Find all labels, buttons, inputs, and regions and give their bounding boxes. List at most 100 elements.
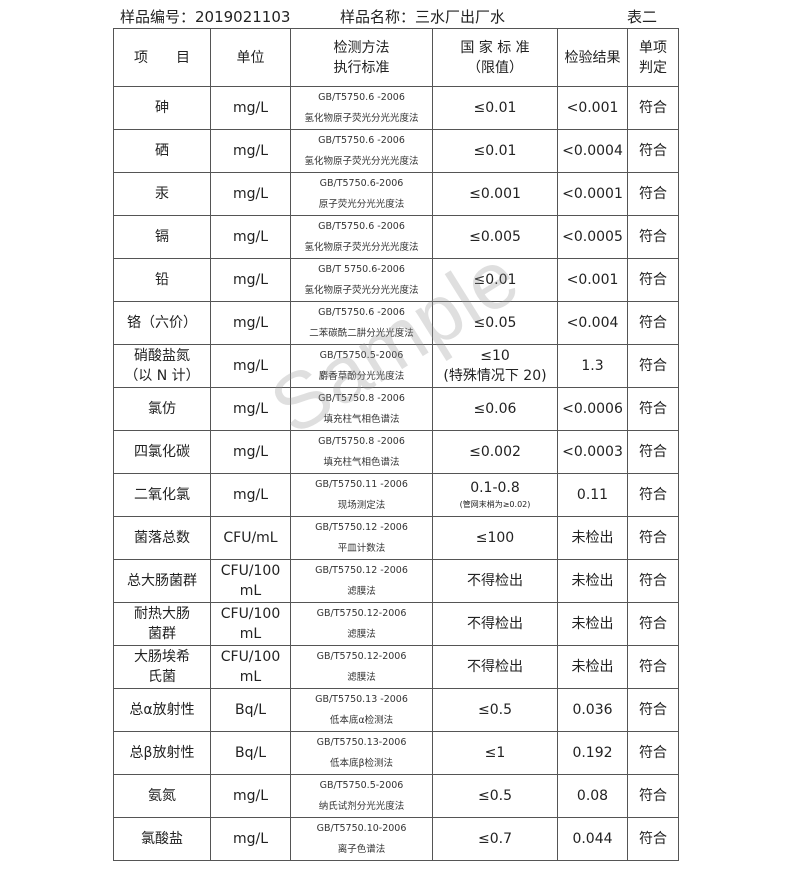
- std-text: GB/T5750.5-2006: [319, 780, 404, 791]
- col-result: 检验结果: [557, 28, 628, 87]
- judge-text: 符合: [639, 487, 667, 503]
- method-cell: GB/T5750.8 -2006 填充柱气相色谱法: [290, 387, 433, 431]
- item-cell: 硝酸盐氮 （以 N 计）: [113, 344, 211, 388]
- unit-cell: CFU/100 mL: [210, 602, 291, 646]
- result-cell: <0.0001: [557, 172, 628, 216]
- item-text: 镉: [155, 229, 169, 245]
- judge-text: 符合: [639, 358, 667, 374]
- item-cell: 四氯化碳: [113, 430, 211, 474]
- result-cell: 未检出: [557, 516, 628, 560]
- limit-text: ≤0.5: [478, 702, 512, 718]
- unit-text: CFU/100 mL: [220, 606, 281, 642]
- unit-text: mg/L: [232, 444, 269, 460]
- std-text: GB/T5750.11 -2006: [315, 479, 408, 490]
- item-text: 二氧化氯: [134, 487, 190, 503]
- limit-cell: ≤0.5: [432, 774, 558, 818]
- std-text: GB/T5750.12 -2006: [315, 522, 408, 533]
- judge-text: 符合: [639, 616, 667, 632]
- unit-text: mg/L: [232, 315, 269, 331]
- table-row: 砷 mg/L GB/T5750.6 -2006 氢化物原子荧光分光光度法 ≤0.01 <0…: [113, 86, 679, 130]
- result-cell: <0.0004: [557, 129, 628, 173]
- method-text: 滤膜法: [347, 672, 376, 683]
- limit-cell: 0.1-0.8 (管网末梢为≥0.02): [432, 473, 558, 517]
- judge-cell: 符合: [627, 215, 679, 259]
- result-text: <0.0005: [562, 229, 623, 245]
- table-row: 总大肠菌群 CFU/100 mL GB/T5750.12 -2006 滤膜法 不得检出 未…: [113, 559, 679, 603]
- table-row: 汞 mg/L GB/T5750.6-2006 原子荧光分光光度法 ≤0.001 <0.00…: [113, 172, 679, 216]
- limit-cell: ≤0.001: [432, 172, 558, 216]
- limit-cell: 不得检出: [432, 602, 558, 646]
- limit-text: ≤0.01: [473, 100, 517, 116]
- limit-text: ≤0.7: [478, 831, 512, 847]
- unit-text: Bq/L: [234, 702, 266, 718]
- judge-text: 符合: [639, 530, 667, 546]
- item-cell: 总大肠菌群: [113, 559, 211, 603]
- sample-number: 样品编号：2019021103: [120, 8, 291, 26]
- method-text: 填充柱气相色谱法: [323, 414, 400, 425]
- judge-text: 符合: [639, 573, 667, 589]
- judge-cell: 符合: [627, 430, 679, 474]
- unit-text: mg/L: [232, 186, 269, 202]
- result-cell: <0.0005: [557, 215, 628, 259]
- unit-cell: Bq/L: [210, 688, 291, 732]
- unit-cell: mg/L: [210, 387, 291, 431]
- limit-text: ≤0.001: [469, 186, 521, 202]
- limit-text: 不得检出: [467, 659, 523, 675]
- unit-cell: mg/L: [210, 473, 291, 517]
- limit-text: ≤0.05: [473, 315, 517, 331]
- result-cell: 未检出: [557, 559, 628, 603]
- result-text: 0.044: [572, 831, 613, 847]
- item-text: 汞: [155, 186, 169, 202]
- item-text: 硝酸盐氮 （以 N 计）: [124, 348, 200, 384]
- table-row: 铬（六价） mg/L GB/T5750.6 -2006 二苯碳酰二肼分光光度法 ≤0.0…: [113, 301, 679, 345]
- method-cell: GB/T5750.12 -2006 滤膜法: [290, 559, 433, 603]
- limit-cell: ≤0.005: [432, 215, 558, 259]
- item-cell: 砷: [113, 86, 211, 130]
- table-row: 氨氮 mg/L GB/T5750.5-2006 纳氏试剂分光光度法 ≤0.5 0.08 符合: [113, 774, 679, 818]
- method-cell: GB/T5750.6 -2006 二苯碳酰二肼分光光度法: [290, 301, 433, 345]
- method-cell: GB/T5750.12 -2006 平皿计数法: [290, 516, 433, 560]
- std-text: GB/T 5750.6-2006: [318, 264, 405, 275]
- col-limit: 国 家 标 准 （限值）: [432, 28, 558, 87]
- judge-cell: 符合: [627, 344, 679, 388]
- std-text: GB/T5750.12 -2006: [315, 565, 408, 576]
- std-text: GB/T5750.6 -2006: [318, 135, 405, 146]
- judge-text: 符合: [639, 702, 667, 718]
- std-text: GB/T5750.10-2006: [316, 823, 407, 834]
- unit-cell: CFU/100 mL: [210, 559, 291, 603]
- item-cell: 大肠埃希 氏菌: [113, 645, 211, 689]
- item-cell: 耐热大肠 菌群: [113, 602, 211, 646]
- method-cell: GB/T5750.12-2006 滤膜法: [290, 602, 433, 646]
- method-text: 氢化物原子荧光分光光度法: [304, 156, 419, 167]
- col-unit: 单位: [210, 28, 291, 87]
- unit-text: mg/L: [232, 831, 269, 847]
- result-text: 1.3: [581, 358, 604, 374]
- limit-text: ≤0.06: [473, 401, 517, 417]
- limit-cell: ≤0.01: [432, 258, 558, 302]
- unit-cell: mg/L: [210, 86, 291, 130]
- unit-text: CFU/100 mL: [220, 563, 281, 599]
- unit-cell: mg/L: [210, 774, 291, 818]
- result-cell: <0.001: [557, 86, 628, 130]
- unit-cell: mg/L: [210, 172, 291, 216]
- result-text: 未检出: [571, 530, 614, 546]
- limit-text: ≤0.002: [469, 444, 521, 460]
- table-row: 耐热大肠 菌群 CFU/100 mL GB/T5750.12-2006 滤膜法 不得检出…: [113, 602, 679, 646]
- unit-cell: mg/L: [210, 301, 291, 345]
- unit-cell: mg/L: [210, 344, 291, 388]
- judge-text: 符合: [639, 186, 667, 202]
- result-text: <0.001: [566, 272, 619, 288]
- method-text: 氢化物原子荧光分光光度法: [304, 285, 419, 296]
- method-cell: GB/T5750.6-2006 原子荧光分光光度法: [290, 172, 433, 216]
- std-text: GB/T5750.13-2006: [316, 737, 407, 748]
- unit-cell: CFU/100 mL: [210, 645, 291, 689]
- table-row: 铅 mg/L GB/T 5750.6-2006 氢化物原子荧光分光光度法 ≤0.01 <0…: [113, 258, 679, 302]
- std-text: GB/T5750.12-2006: [316, 651, 407, 662]
- std-text: GB/T5750.6 -2006: [318, 307, 405, 318]
- unit-text: mg/L: [232, 358, 269, 374]
- table-row: 四氯化碳 mg/L GB/T5750.8 -2006 填充柱气相色谱法 ≤0.002 <0…: [113, 430, 679, 474]
- method-text: 低本底β检测法: [329, 758, 394, 769]
- item-text: 铅: [155, 272, 169, 288]
- limit-text: ≤0.01: [473, 272, 517, 288]
- item-cell: 铅: [113, 258, 211, 302]
